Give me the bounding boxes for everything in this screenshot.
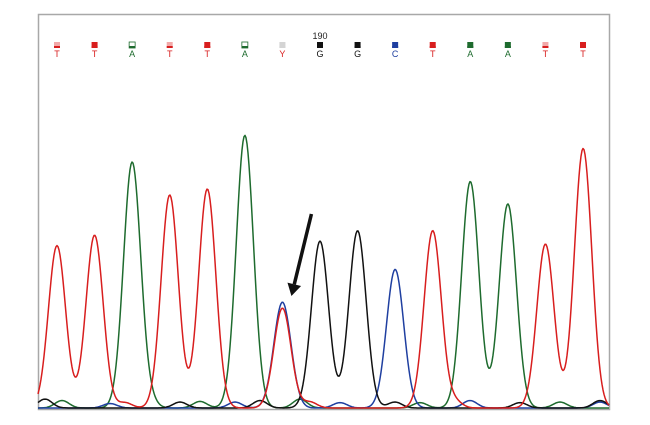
quality-square	[429, 42, 436, 48]
quality-bar	[392, 46, 399, 48]
base-call-label: T	[430, 49, 436, 59]
quality-square	[54, 42, 60, 48]
quality-bar	[91, 46, 98, 48]
arrow-annotation	[287, 213, 314, 296]
quality-bar	[54, 46, 60, 48]
base-call-label: G	[354, 49, 361, 59]
quality-bar	[317, 46, 323, 48]
trace-G	[37, 230, 610, 409]
base-call: G	[354, 42, 361, 59]
base-call: T	[166, 42, 173, 59]
base-call: A	[505, 42, 511, 59]
base-call: C	[392, 42, 399, 59]
quality-bar	[204, 46, 211, 48]
base-call-label: T	[54, 49, 60, 59]
quality-square	[354, 42, 361, 48]
base-call-label: A	[467, 49, 473, 59]
arrow-shaft	[292, 213, 314, 285]
base-call: A	[241, 41, 249, 59]
quality-square	[204, 42, 211, 48]
quality-bar	[354, 46, 361, 48]
base-call-label: A	[505, 49, 511, 59]
base-call-label: A	[129, 49, 135, 59]
quality-bar	[467, 46, 474, 48]
quality-bar	[580, 46, 586, 48]
quality-square	[504, 42, 511, 48]
base-call-label: T	[92, 49, 98, 59]
base-call: T	[91, 42, 98, 59]
base-call-label: T	[205, 49, 211, 59]
quality-bar	[129, 46, 136, 48]
quality-square	[91, 42, 98, 48]
base-call-label: T	[543, 49, 549, 59]
base-call-label: C	[392, 49, 399, 59]
annotation-layer	[287, 213, 314, 296]
plot-frame	[37, 13, 611, 411]
base-call: T	[580, 42, 586, 59]
arrow-head	[287, 282, 302, 296]
quality-square	[467, 42, 474, 48]
base-call-label: G	[316, 49, 323, 59]
base-call: T	[429, 42, 436, 59]
base-call-label: T	[580, 49, 586, 59]
base-call: T	[54, 42, 60, 59]
position-label: 190	[312, 31, 327, 41]
base-call-label: T	[167, 49, 173, 59]
trace-T	[37, 147, 610, 409]
base-call: T	[204, 42, 211, 59]
base-call: A	[128, 41, 136, 59]
base-call-label: Y	[279, 49, 285, 59]
base-call: A	[467, 42, 473, 59]
quality-square	[166, 42, 173, 48]
quality-bar	[542, 46, 549, 48]
quality-bar	[241, 46, 248, 48]
position-marker: 190	[312, 31, 327, 41]
base-call: Y	[279, 42, 285, 59]
base-call-label: A	[242, 49, 248, 59]
quality-bar	[166, 46, 173, 48]
quality-bar	[279, 46, 286, 48]
quality-bar	[429, 46, 436, 48]
quality-bar	[504, 46, 511, 48]
base-call: T	[542, 42, 549, 59]
trace-area	[37, 134, 610, 409]
quality-square	[542, 42, 549, 48]
quality-square	[580, 42, 586, 48]
quality-square	[392, 42, 399, 48]
quality-square	[279, 42, 286, 48]
quality-square	[317, 42, 323, 48]
base-call: G	[316, 42, 324, 59]
